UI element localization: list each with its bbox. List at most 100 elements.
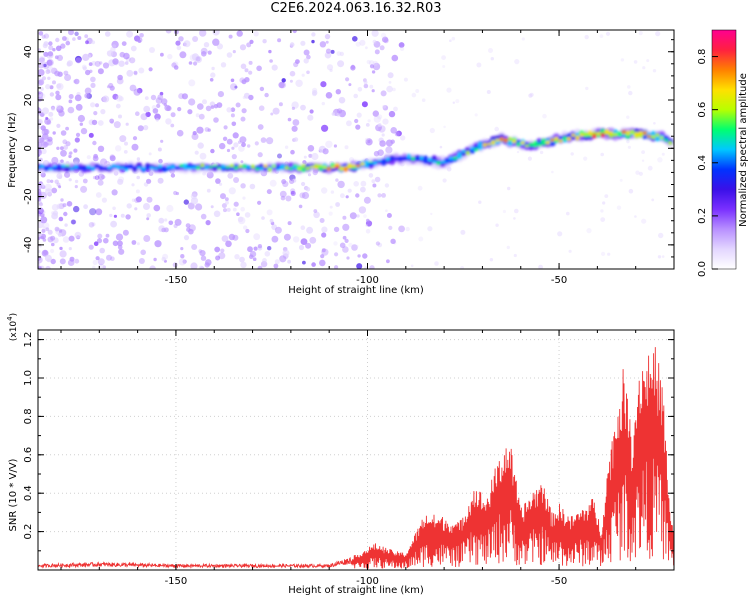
ridge-blob: [377, 159, 382, 162]
noise-dot: [206, 171, 214, 179]
noise-dot: [331, 112, 335, 116]
noise-dot: [257, 200, 262, 205]
noise-dot: [661, 255, 665, 258]
ridge-blob: [217, 167, 222, 170]
noise-dot: [94, 175, 100, 181]
noise-dot: [91, 40, 96, 45]
noise-dot: [41, 228, 46, 233]
ridge-blob: [314, 166, 319, 170]
noise-dot: [346, 256, 350, 260]
noise-dot: [400, 135, 406, 141]
noise-dot: [271, 64, 278, 71]
noise-dot: [303, 155, 307, 159]
noise-dot: [154, 240, 162, 248]
noise-dot: [305, 186, 311, 192]
noise-dot: [66, 201, 73, 207]
noise-dot: [38, 94, 42, 98]
ridge-blob: [461, 149, 466, 153]
noise-dot: [213, 210, 221, 218]
noise-dot: [180, 247, 184, 251]
noise-dot: [209, 101, 216, 107]
noise-dot: [335, 89, 341, 95]
ridge-blob: [659, 136, 664, 140]
ridge-blob: [613, 132, 618, 137]
noise-dot: [507, 186, 511, 191]
ridge-blob: [280, 164, 285, 168]
noise-dot: [195, 56, 201, 62]
ridge-blob: [170, 164, 176, 170]
noise-dot: [220, 62, 227, 68]
noise-dot: [131, 198, 136, 202]
noise-dot: [176, 45, 182, 51]
noise-dot: [38, 200, 43, 205]
snr-y-tick-label: 1.2: [23, 332, 34, 348]
noise-dot: [230, 83, 238, 91]
noise-dot: [63, 211, 68, 217]
noise-dot: [51, 204, 59, 211]
noise-dot: [41, 210, 46, 215]
noise-dot: [268, 49, 272, 54]
ridge-blob: [533, 140, 538, 146]
noise-dot: [583, 156, 588, 161]
noise-dot: [131, 240, 137, 245]
noise-dot: [102, 62, 110, 69]
noise-dot: [429, 127, 435, 134]
noise-dot: [307, 173, 312, 177]
noise-dot: [495, 223, 499, 227]
noise-dot: [133, 70, 138, 75]
noise-dot: [246, 42, 252, 48]
noise-dot: [311, 32, 316, 37]
noise-dot: [58, 216, 64, 222]
noise-dot: [84, 93, 90, 99]
noise-dot: [125, 122, 129, 126]
noise-dot: [346, 120, 352, 127]
noise-dot: [410, 264, 414, 268]
ridge-blob: [94, 165, 100, 168]
noise-dot: [183, 199, 189, 205]
noise-dot: [113, 214, 117, 218]
noise-dot: [165, 118, 172, 125]
noise-dot: [339, 51, 344, 57]
ridge-blob: [275, 165, 282, 170]
noise-dot: [96, 238, 103, 244]
noise-dot: [371, 70, 376, 74]
noise-dot: [372, 62, 381, 71]
ridge-blob: [524, 144, 530, 148]
noise-dot: [38, 69, 45, 76]
noise-dot: [387, 72, 394, 79]
noise-dot: [45, 69, 51, 75]
noise-dot: [309, 109, 314, 114]
noise-dot: [135, 196, 142, 203]
noise-dot: [320, 81, 327, 88]
noise-dot: [342, 215, 347, 220]
ridge-blob: [250, 164, 256, 169]
noise-dot: [38, 202, 44, 207]
ridge-blob: [651, 135, 656, 140]
noise-dot: [240, 160, 244, 164]
noise-dot: [59, 258, 66, 265]
noise-dot: [104, 31, 111, 37]
noise-dot: [390, 238, 396, 244]
noise-dot: [38, 207, 44, 215]
noise-dot: [635, 170, 640, 175]
noise-dot: [68, 247, 72, 251]
noise-dot: [421, 98, 426, 102]
ridge-blob: [474, 147, 479, 152]
noise-dot: [337, 60, 345, 68]
spec-x-tick-label: -50: [551, 275, 567, 286]
noise-dot: [324, 51, 332, 59]
ridge-blob: [410, 156, 416, 161]
noise-dot: [443, 125, 446, 129]
colorbar-tick-label: 0.2: [697, 208, 708, 224]
noise-dot: [214, 246, 221, 253]
ridge-blob: [436, 161, 441, 166]
noise-dot: [272, 107, 280, 115]
noise-dot: [106, 254, 112, 261]
noise-dot: [311, 39, 315, 44]
noise-dot: [62, 236, 70, 243]
noise-dot: [143, 203, 150, 210]
snr-y-tick-label: 1.0: [23, 370, 34, 386]
noise-dot: [513, 217, 516, 220]
noise-dot: [604, 194, 609, 199]
noise-dot: [377, 123, 382, 127]
